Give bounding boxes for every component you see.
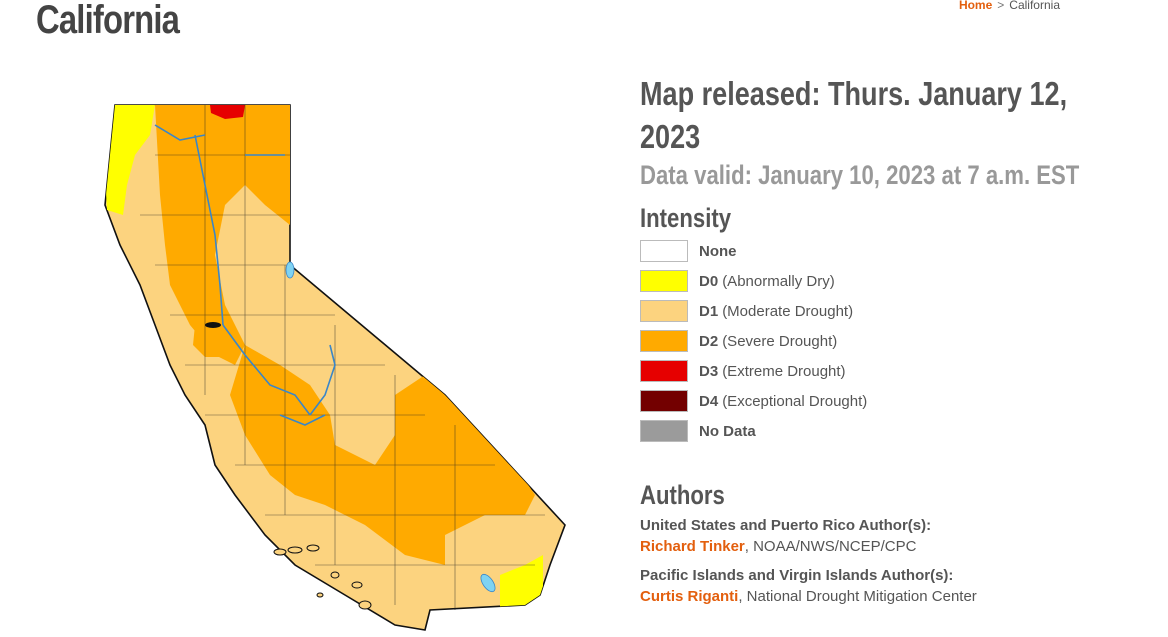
d2-region-central: [230, 345, 535, 565]
legend-label: (Extreme Drought): [722, 362, 846, 380]
legend-code: No Data: [699, 422, 756, 440]
author-name-link[interactable]: Curtis Riganti: [640, 588, 739, 605]
intensity-heading: Intensity: [640, 203, 732, 233]
authors-heading: Authors: [640, 480, 725, 510]
legend-code: D4: [699, 392, 719, 410]
d2-region-north: [155, 105, 290, 365]
legend-code: D0: [699, 272, 719, 290]
d3-region: [210, 105, 245, 119]
legend-swatch: [640, 330, 688, 352]
legend-item-d1: D1 (Moderate Drought): [640, 296, 1160, 326]
data-valid-date: Data valid: January 10, 2023 at 7 a.m. E…: [640, 160, 1080, 190]
author-role: Pacific Islands and Virgin Islands Autho…: [640, 567, 954, 584]
page-title: California: [36, 0, 180, 42]
breadcrumb: Home > California: [959, 0, 1060, 12]
breadcrumb-home-link[interactable]: Home: [958, 0, 993, 12]
intensity-legend: None D0 (Abnormally Dry) D1 (Moderate Dr…: [640, 236, 1160, 446]
channel-islands: [273, 544, 372, 610]
legend-item-d4: D4 (Exceptional Drought): [640, 386, 1160, 416]
map-info-panel: Map released: Thurs. January 12, 2023 Da…: [640, 72, 1160, 605]
author-affiliation: , National Drought Mitigation Center: [738, 588, 977, 605]
author-affiliation: , NOAA/NWS/NCEP/CPC: [744, 538, 917, 555]
d2-region-lake: [193, 325, 223, 357]
d0-region-southeast: [500, 555, 543, 607]
author-group-pacific: Pacific Islands and Virgin Islands Autho…: [640, 567, 1160, 605]
legend-label: (Exceptional Drought): [722, 392, 868, 410]
d0-region-northcoast: [105, 105, 155, 215]
lake-tahoe: [285, 261, 295, 279]
legend-label: (Moderate Drought): [722, 302, 854, 320]
legend-swatch: [640, 240, 688, 262]
legend-label: (Severe Drought): [722, 332, 838, 350]
breadcrumb-current: California: [1009, 0, 1060, 12]
author-line: Richard Tinker, NOAA/NWS/NCEP/CPC: [640, 538, 1160, 555]
legend-item-d2: D2 (Severe Drought): [640, 326, 1160, 356]
legend-swatch: [640, 390, 688, 412]
author-role: United States and Puerto Rico Author(s):: [640, 517, 932, 534]
salton-sea: [480, 573, 496, 593]
legend-code: D2: [699, 332, 719, 350]
author-group-us: United States and Puerto Rico Author(s):…: [640, 517, 1160, 555]
legend-item-none: None: [640, 236, 1160, 266]
legend-label: (Abnormally Dry): [722, 272, 835, 290]
author-name-link[interactable]: Richard Tinker: [640, 538, 745, 555]
drought-map[interactable]: [95, 95, 575, 635]
legend-code: None: [699, 242, 737, 260]
map-released-date: Map released: Thurs. January 12, 2023: [640, 75, 1068, 155]
legend-swatch: [640, 420, 688, 442]
legend-item-d0: D0 (Abnormally Dry): [640, 266, 1160, 296]
bay-water: [205, 322, 221, 328]
legend-swatch: [640, 270, 688, 292]
legend-item-d3: D3 (Extreme Drought): [640, 356, 1160, 386]
legend-swatch: [640, 360, 688, 382]
breadcrumb-separator: >: [997, 0, 1005, 12]
legend-code: D1: [699, 302, 719, 320]
legend-item-no-data: No Data: [640, 416, 1160, 446]
legend-swatch: [640, 300, 688, 322]
author-line: Curtis Riganti, National Drought Mitigat…: [640, 588, 1160, 605]
rivers: [154, 124, 336, 426]
legend-code: D3: [699, 362, 719, 380]
